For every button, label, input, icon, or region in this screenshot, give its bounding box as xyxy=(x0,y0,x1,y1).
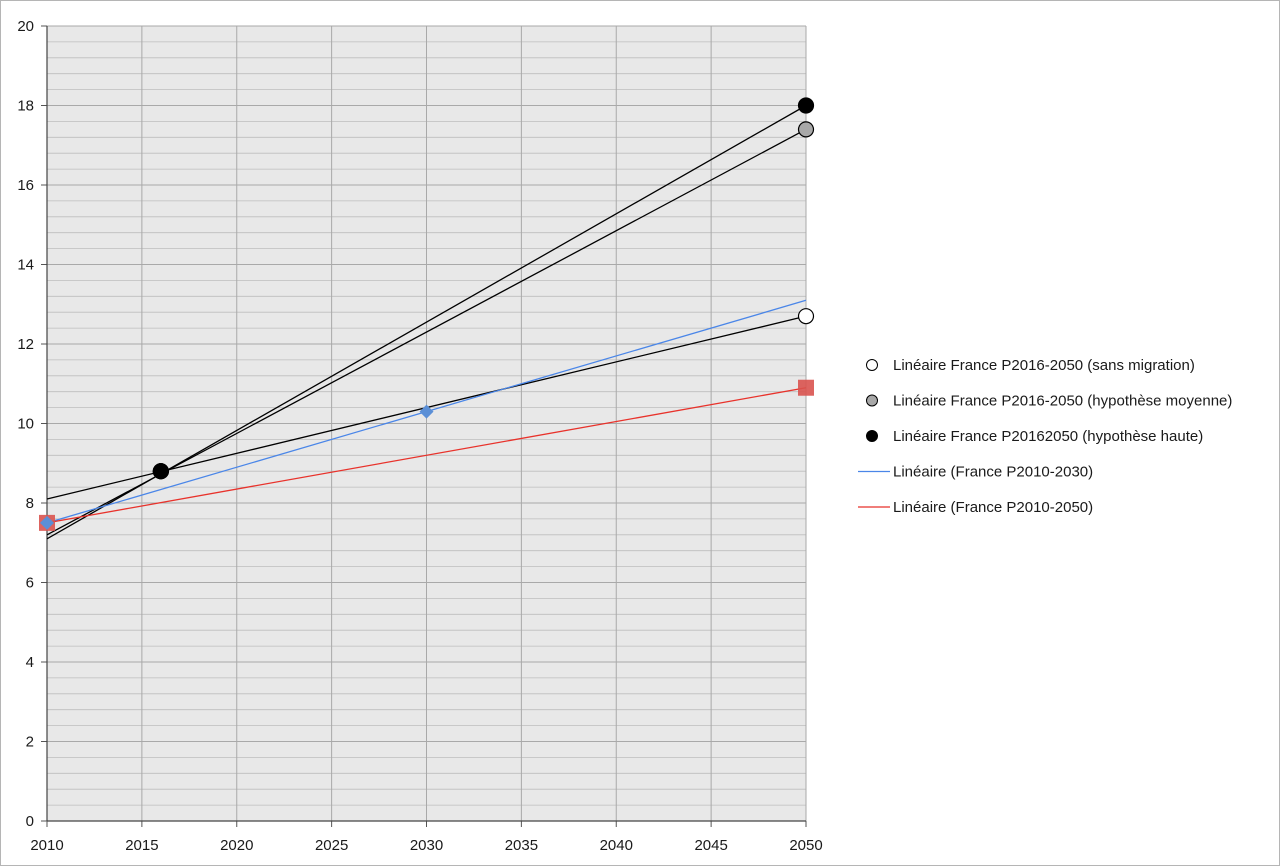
y-tick-label: 4 xyxy=(26,654,34,671)
x-tick-label: 2025 xyxy=(315,837,348,854)
legend-label: Linéaire (France P2010-2030) xyxy=(893,464,1093,481)
data-point xyxy=(419,404,434,419)
x-tick-label: 2045 xyxy=(694,837,727,854)
trendline xyxy=(46,104,807,540)
x-tick-label: 2040 xyxy=(600,837,633,854)
y-tick-label: 6 xyxy=(26,575,34,592)
x-tick-label: 2030 xyxy=(410,837,443,854)
plot-area: 0 2 4 6 8 10 12 14 16 18 20 2010 2015 2020 2025 2030 203… xyxy=(17,18,822,854)
legend-label: Linéaire (France P2010-2050) xyxy=(893,499,1093,516)
legend: Linéaire France P2016-2050 (sans migrati… xyxy=(858,357,1232,516)
data-point xyxy=(797,97,815,114)
x-tick-label: 2050 xyxy=(789,837,822,854)
x-tick-label: 2015 xyxy=(125,837,158,854)
legend-swatch xyxy=(866,359,878,371)
y-tick-label: 2 xyxy=(26,734,34,751)
data-point xyxy=(798,379,814,396)
data-point xyxy=(797,308,815,325)
y-tick-label: 8 xyxy=(26,495,34,512)
y-tick-label: 18 xyxy=(17,98,34,115)
y-tick-label: 20 xyxy=(17,18,34,35)
legend-swatch xyxy=(866,394,878,407)
y-tick-label: 14 xyxy=(17,257,34,274)
y-tick-label: 0 xyxy=(26,813,34,830)
data-point xyxy=(797,121,815,138)
trendline xyxy=(46,387,807,524)
x-tick-label: 2020 xyxy=(220,837,253,854)
y-tick-label: 12 xyxy=(17,336,34,353)
x-tick-label: 2035 xyxy=(505,837,538,854)
x-tick-label: 2010 xyxy=(30,837,63,854)
data-point xyxy=(152,463,169,480)
legend-label: Linéaire France P2016-2050 (sans migrati… xyxy=(893,357,1195,374)
legend-label: Linéaire France P20162050 (hypothèse hau… xyxy=(893,428,1203,445)
y-tick-label: 10 xyxy=(17,416,34,433)
legend-label: Linéaire France P2016-2050 (hypothèse mo… xyxy=(893,393,1232,410)
legend-swatch xyxy=(866,430,878,442)
y-tick-label: 16 xyxy=(17,177,34,194)
data-point xyxy=(40,515,54,530)
